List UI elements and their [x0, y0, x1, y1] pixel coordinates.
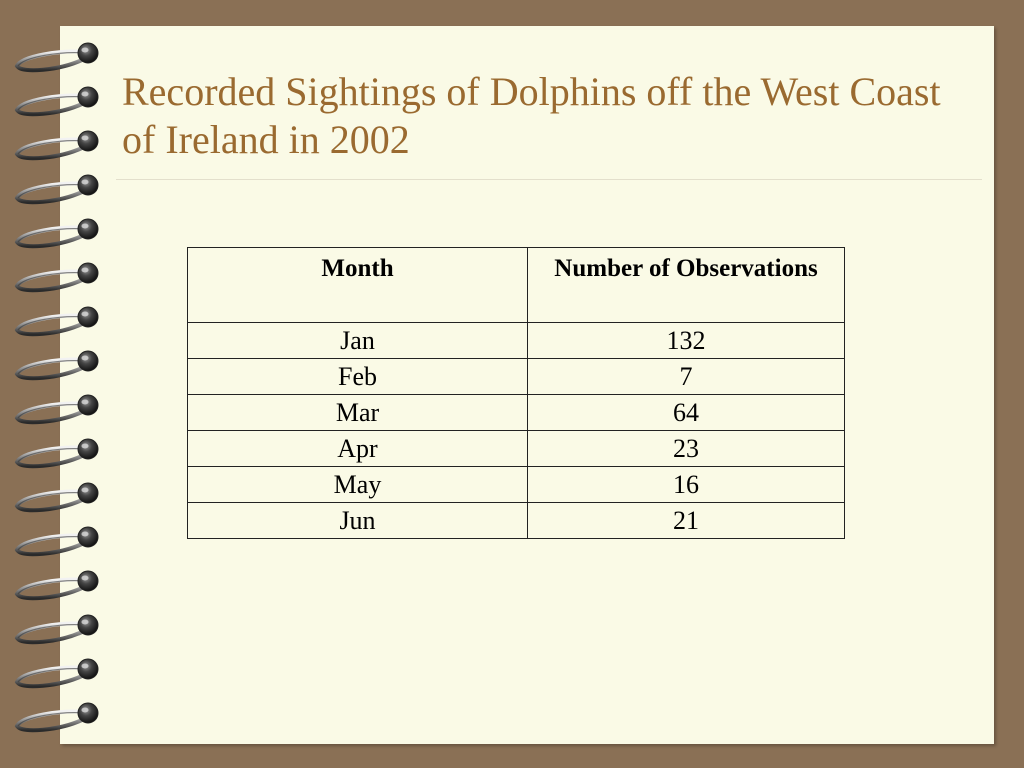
- observations-cell: 23: [527, 430, 845, 467]
- column-header-observations: Number of Observations: [527, 247, 845, 323]
- spiral-ring: [14, 438, 99, 469]
- observations-cell: 16: [527, 466, 845, 503]
- sightings-table: Month Number of Observations Jan 132 Feb…: [187, 247, 845, 539]
- spiral-ring: [14, 482, 99, 513]
- page-title: Recorded Sightings of Dolphins off the W…: [122, 69, 941, 162]
- spiral-ring: [14, 174, 99, 205]
- spiral-binding-icon: [14, 42, 99, 733]
- table-header-row: Month Number of Observations: [187, 247, 845, 323]
- table-row: Apr 23: [187, 430, 845, 467]
- spiral-ring: [14, 350, 99, 381]
- spiral-ring: [14, 658, 99, 689]
- spiral-ring: [14, 570, 99, 601]
- table-row: Jun 21: [187, 502, 845, 539]
- spiral-ring: [14, 394, 99, 425]
- spiral-ring: [14, 218, 99, 249]
- notebook-page: Recorded Sightings of Dolphins off the W…: [60, 26, 994, 744]
- month-cell: Jun: [187, 502, 528, 539]
- spiral-ring: [14, 262, 99, 293]
- table-row: Feb 7: [187, 358, 845, 395]
- observations-cell: 64: [527, 394, 845, 431]
- table-row: May 16: [187, 466, 845, 503]
- spiral-ring: [14, 702, 99, 733]
- table-row: Mar 64: [187, 394, 845, 431]
- spiral-ring: [14, 526, 99, 557]
- month-cell: May: [187, 466, 528, 503]
- spiral-ring: [14, 42, 99, 73]
- month-cell: Jan: [187, 322, 528, 359]
- title-divider: [116, 179, 982, 180]
- month-cell: Feb: [187, 358, 528, 395]
- observations-cell: 7: [527, 358, 845, 395]
- month-cell: Apr: [187, 430, 528, 467]
- observations-cell: 132: [527, 322, 845, 359]
- spiral-ring: [14, 614, 99, 645]
- month-cell: Mar: [187, 394, 528, 431]
- spiral-ring: [14, 306, 99, 337]
- observations-cell: 21: [527, 502, 845, 539]
- spiral-ring: [14, 86, 99, 117]
- table-row: Jan 132: [187, 322, 845, 359]
- spiral-ring: [14, 130, 99, 161]
- column-header-month: Month: [187, 247, 528, 323]
